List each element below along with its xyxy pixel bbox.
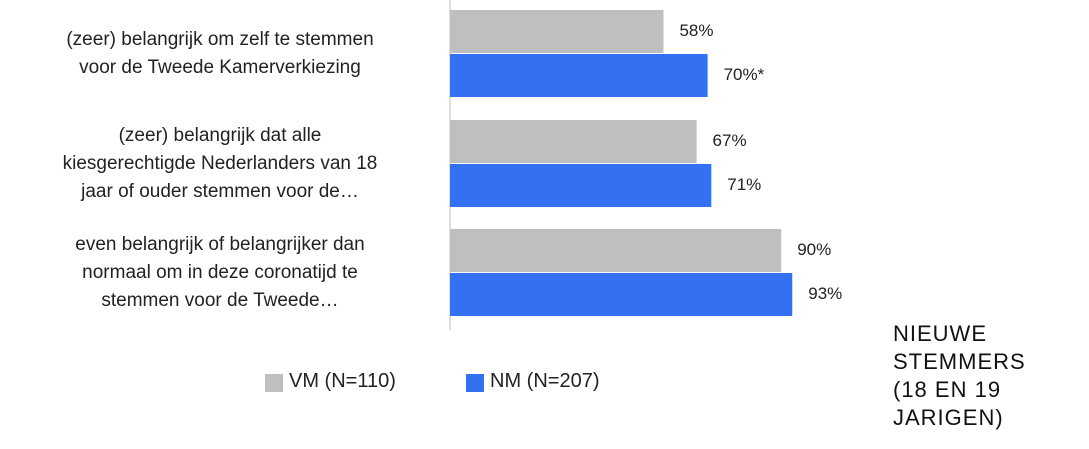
value-label: 71% (727, 175, 761, 194)
bar (450, 120, 697, 163)
legend-label: VM (N=110) (289, 370, 396, 392)
bar (450, 54, 708, 97)
value-label: 67% (713, 131, 747, 150)
category-label: even belangrijk of belangrijker dan norm… (75, 233, 365, 311)
value-label: 90% (797, 240, 831, 259)
value-label: 70%* (724, 65, 765, 84)
bar (450, 229, 782, 272)
category-label: (zeer) belangrijk om zelf te stemmen voo… (66, 28, 374, 78)
category-label: (zeer) belangrijk dat alle kiesgerechtig… (62, 124, 378, 202)
bar (450, 164, 712, 207)
legend-swatch (265, 374, 283, 392)
legend-label: NM (N=207) (490, 370, 600, 392)
bar (450, 10, 664, 53)
value-label: 58% (679, 21, 713, 40)
legend-swatch (466, 374, 484, 392)
annotation: NIEUWE STEMMERS (18 EN 19 JARIGEN) (893, 321, 1026, 430)
value-label: 93% (808, 284, 842, 303)
bar (450, 273, 793, 316)
